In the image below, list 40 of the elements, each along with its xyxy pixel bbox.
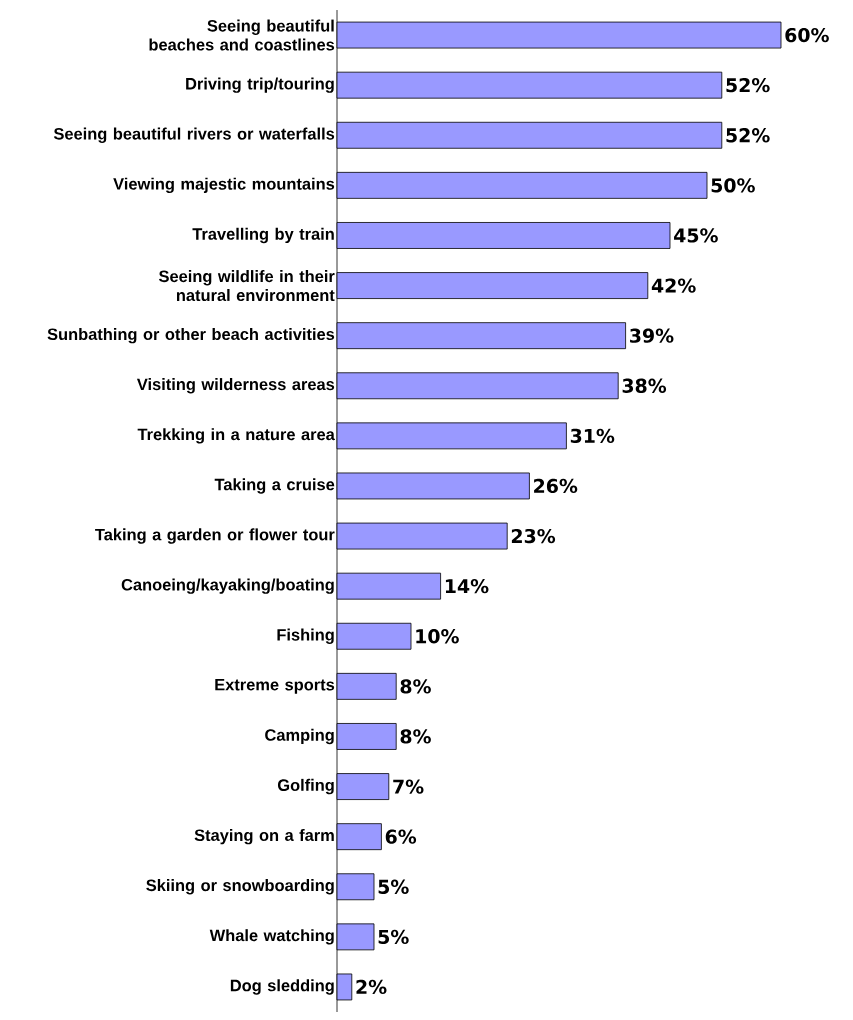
data-label: 26% — [534, 478, 578, 494]
data-label: 42% — [651, 278, 696, 293]
data-label: 10% — [416, 629, 459, 644]
data-label: 45% — [674, 228, 718, 243]
y-tick-label: Visiting wilderness areas — [136, 378, 335, 394]
y-tick-label: Canoeing/kayaking/boating — [121, 578, 334, 594]
data-label: 52% — [726, 128, 770, 143]
y-tick-label: Extreme sports — [215, 679, 335, 694]
y-tick-label: Taking a cruise — [214, 478, 335, 494]
y-tick-label: Trekking in a nature area — [137, 428, 335, 444]
y-tick-label: Seeing beautiful rivers or waterfalls — [53, 127, 335, 143]
y-tick-label: Staying on a farm — [194, 828, 334, 845]
data-label: 5% — [378, 929, 409, 945]
data-label: 60% — [785, 27, 829, 43]
data-label: 8% — [400, 679, 431, 694]
y-tick-label: Sunbathing or other beach activities — [47, 327, 335, 344]
data-label: 5% — [378, 879, 409, 894]
y-tick-label: Golfing — [277, 778, 334, 795]
data-label: 38% — [622, 378, 667, 393]
y-tick-label: Taking a garden or flower tour — [95, 528, 335, 544]
data-label: 7% — [393, 779, 424, 794]
y-tick-label: Camping — [265, 728, 334, 745]
data-label: 23% — [511, 528, 556, 544]
data-label: 31% — [570, 428, 615, 444]
y-tick-label: Seeing beautiful beaches and coastlines — [149, 19, 335, 51]
data-label: 8% — [400, 729, 431, 744]
y-tick-label: Whale watching — [209, 929, 334, 945]
y-tick-label: Driving trip/touring — [186, 77, 334, 93]
data-label: 14% — [445, 579, 489, 594]
y-tick-label: Dog sledding — [230, 979, 334, 995]
data-label: 50% — [711, 178, 755, 193]
y-tick-label: Seeing wildlife in their natural environment — [159, 270, 335, 302]
y-tick-label: Fishing — [277, 628, 334, 644]
y-tick-label: Travelling by train — [192, 227, 334, 244]
data-label: 39% — [630, 328, 674, 343]
data-label: 52% — [726, 78, 770, 93]
y-tick-label: Skiing or snowboarding — [146, 879, 334, 895]
data-label: 6% — [385, 829, 417, 844]
data-label: 2% — [356, 979, 387, 995]
y-tick-label: Viewing majestic mountains — [113, 177, 335, 194]
